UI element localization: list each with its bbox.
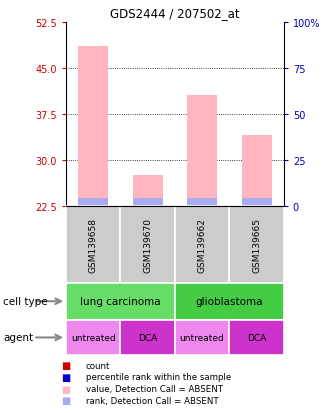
Bar bbox=[187, 199, 217, 206]
Text: count: count bbox=[86, 361, 110, 370]
Bar bbox=[242, 136, 272, 206]
Bar bbox=[229, 320, 284, 355]
Bar bbox=[66, 320, 120, 355]
Text: rank, Detection Call = ABSENT: rank, Detection Call = ABSENT bbox=[86, 396, 218, 405]
Bar bbox=[175, 206, 229, 283]
Text: GSM139670: GSM139670 bbox=[143, 217, 152, 272]
Bar bbox=[229, 206, 284, 283]
Bar bbox=[78, 199, 108, 206]
Bar bbox=[175, 320, 229, 355]
Text: DCA: DCA bbox=[247, 333, 266, 342]
Text: GSM139665: GSM139665 bbox=[252, 217, 261, 272]
Bar bbox=[242, 199, 272, 206]
Bar bbox=[133, 199, 163, 206]
Bar bbox=[78, 47, 108, 206]
Text: ■: ■ bbox=[61, 361, 71, 370]
Text: ■: ■ bbox=[61, 384, 71, 394]
Bar bbox=[66, 283, 175, 320]
Title: GDS2444 / 207502_at: GDS2444 / 207502_at bbox=[110, 7, 240, 20]
Bar bbox=[66, 206, 120, 283]
Text: agent: agent bbox=[3, 332, 33, 343]
Text: DCA: DCA bbox=[138, 333, 157, 342]
Text: untreated: untreated bbox=[180, 333, 224, 342]
Bar bbox=[133, 176, 163, 206]
Text: glioblastoma: glioblastoma bbox=[196, 297, 263, 306]
Text: ■: ■ bbox=[61, 372, 71, 382]
Text: value, Detection Call = ABSENT: value, Detection Call = ABSENT bbox=[86, 384, 223, 393]
Text: untreated: untreated bbox=[71, 333, 116, 342]
Text: GSM139662: GSM139662 bbox=[198, 217, 207, 272]
Text: ■: ■ bbox=[61, 395, 71, 405]
Bar bbox=[175, 283, 284, 320]
Text: GSM139658: GSM139658 bbox=[89, 217, 98, 272]
Text: lung carcinoma: lung carcinoma bbox=[80, 297, 161, 306]
Bar bbox=[120, 206, 175, 283]
Text: percentile rank within the sample: percentile rank within the sample bbox=[86, 373, 231, 382]
Bar bbox=[187, 96, 217, 206]
Text: cell type: cell type bbox=[3, 297, 48, 306]
Bar bbox=[120, 320, 175, 355]
